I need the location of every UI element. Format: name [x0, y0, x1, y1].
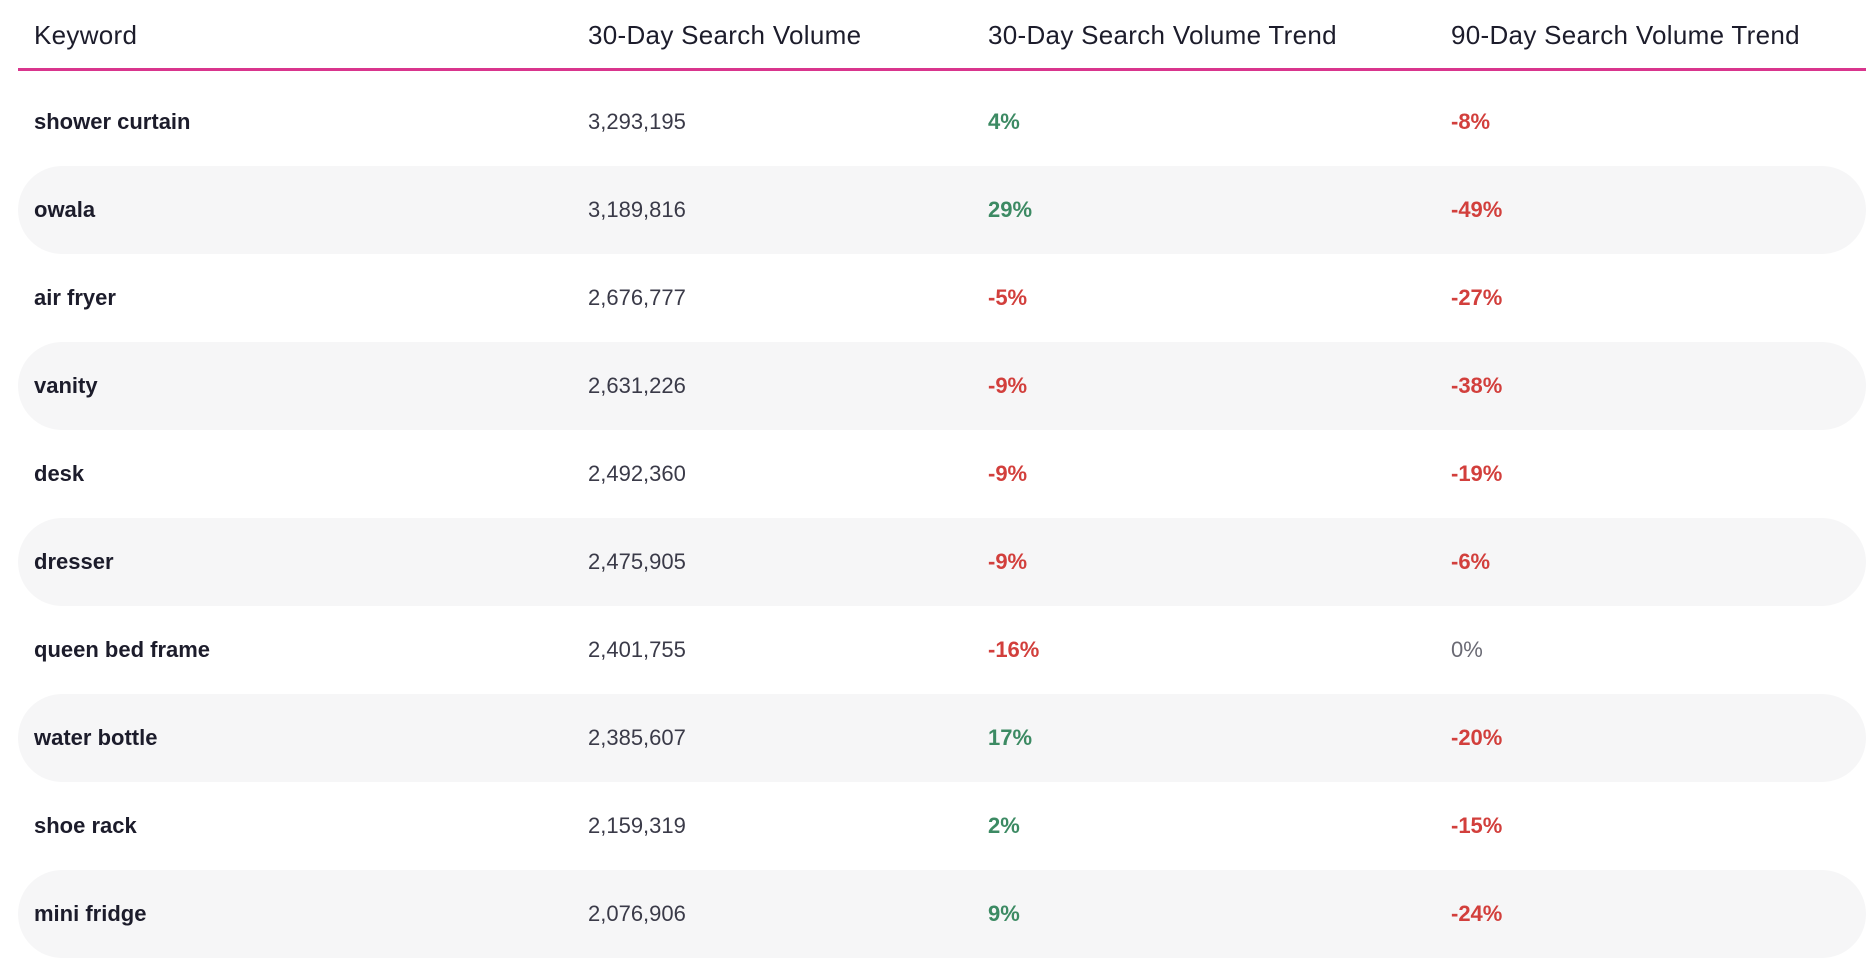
table-row: desk 2,492,360 -9% -19% — [18, 430, 1866, 518]
volume-cell: 2,076,906 — [588, 901, 686, 926]
table-row: vanity 2,631,226 -9% -38% — [18, 342, 1866, 430]
keyword-cell: owala — [34, 197, 96, 222]
volume-cell: 2,492,360 — [588, 461, 686, 486]
table-row: shower curtain 3,293,195 4% -8% — [18, 78, 1866, 166]
volume-cell: 2,475,905 — [588, 549, 686, 574]
table-row: dresser 2,475,905 -9% -6% — [18, 518, 1866, 606]
trend-90-cell: -6% — [1451, 549, 1491, 574]
keyword-cell: air fryer — [34, 285, 116, 310]
keyword-cell: dresser — [34, 549, 114, 574]
trend-90-cell: -27% — [1451, 285, 1503, 310]
header-keyword: Keyword — [34, 20, 138, 50]
trend-30-cell: -16% — [988, 637, 1040, 662]
keyword-table: Keyword 30-Day Search Volume 30-Day Sear… — [18, 0, 1866, 958]
trend-90-cell: -15% — [1451, 813, 1503, 838]
header-30-day-trend: 30-Day Search Volume Trend — [988, 20, 1337, 50]
table-row: queen bed frame 2,401,755 -16% 0% — [18, 606, 1866, 694]
keyword-cell: shoe rack — [34, 813, 137, 838]
volume-cell: 2,676,777 — [588, 285, 686, 310]
keyword-cell: vanity — [34, 373, 98, 398]
table-row: mini fridge 2,076,906 9% -24% — [18, 870, 1866, 958]
trend-90-cell: -8% — [1451, 109, 1491, 134]
table-row: water bottle 2,385,607 17% -20% — [18, 694, 1866, 782]
table-row: air fryer 2,676,777 -5% -27% — [18, 254, 1866, 342]
keyword-cell: mini fridge — [34, 901, 147, 926]
keyword-cell: desk — [34, 461, 85, 486]
trend-30-cell: 2% — [988, 813, 1020, 838]
trend-90-cell: -24% — [1451, 901, 1503, 926]
trend-90-cell: -38% — [1451, 373, 1503, 398]
table-row: shoe rack 2,159,319 2% -15% — [18, 782, 1866, 870]
volume-cell: 3,189,816 — [588, 197, 686, 222]
trend-90-cell: -20% — [1451, 725, 1503, 750]
trend-30-cell: -9% — [988, 461, 1028, 486]
volume-cell: 2,159,319 — [588, 813, 686, 838]
table-header: Keyword 30-Day Search Volume 30-Day Sear… — [18, 0, 1866, 71]
header-30-day-volume: 30-Day Search Volume — [588, 20, 862, 50]
table-row: owala 3,189,816 29% -49% — [18, 166, 1866, 254]
trend-30-cell: -9% — [988, 549, 1028, 574]
trend-90-cell: 0% — [1451, 637, 1483, 662]
keyword-cell: shower curtain — [34, 109, 191, 134]
volume-cell: 2,401,755 — [588, 637, 686, 662]
volume-cell: 2,631,226 — [588, 373, 686, 398]
trend-30-cell: 17% — [988, 725, 1033, 750]
trend-30-cell: -5% — [988, 285, 1028, 310]
trend-30-cell: -9% — [988, 373, 1028, 398]
header-90-day-trend: 90-Day Search Volume Trend — [1451, 20, 1800, 50]
trend-30-cell: 4% — [988, 109, 1020, 134]
trend-30-cell: 29% — [988, 197, 1033, 222]
volume-cell: 2,385,607 — [588, 725, 686, 750]
trend-90-cell: -49% — [1451, 197, 1503, 222]
trend-90-cell: -19% — [1451, 461, 1503, 486]
volume-cell: 3,293,195 — [588, 109, 686, 134]
trend-30-cell: 9% — [988, 901, 1020, 926]
table-body: shower curtain 3,293,195 4% -8% owala 3,… — [18, 78, 1866, 958]
keyword-cell: water bottle — [34, 725, 158, 750]
keyword-cell: queen bed frame — [34, 637, 211, 662]
